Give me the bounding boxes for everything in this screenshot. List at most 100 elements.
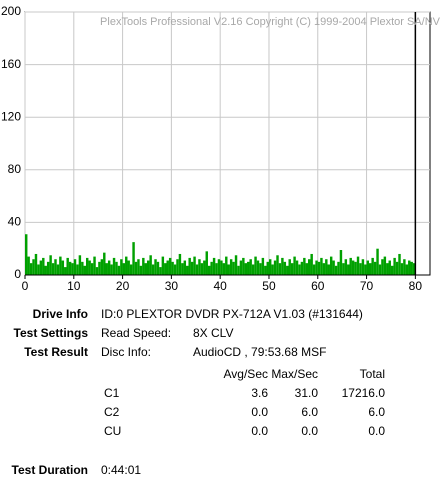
label: Drive Info — [33, 307, 88, 321]
bar — [151, 264, 155, 275]
x-tick-label: 30 — [165, 279, 179, 293]
bar — [295, 260, 299, 275]
bar — [217, 259, 221, 275]
bar — [354, 261, 357, 275]
bar — [317, 261, 321, 275]
bar — [112, 257, 116, 275]
bar — [371, 257, 374, 275]
bar — [234, 255, 238, 275]
y-tick-label: 160 — [1, 57, 21, 71]
bar — [268, 259, 272, 275]
bar — [303, 257, 306, 275]
bar — [146, 260, 150, 275]
bar — [278, 263, 282, 275]
bar — [266, 261, 269, 275]
bar — [122, 263, 126, 275]
bar — [132, 242, 135, 275]
bar — [376, 248, 379, 275]
bar — [34, 253, 38, 275]
bar — [159, 267, 162, 275]
bar — [347, 264, 350, 275]
bar — [273, 260, 277, 275]
cell: 6.0 — [301, 405, 318, 419]
bar — [198, 259, 201, 275]
bar — [261, 257, 265, 275]
bar — [215, 263, 218, 275]
bar — [395, 261, 399, 275]
bar — [298, 264, 301, 275]
bar — [64, 267, 67, 275]
bar — [186, 265, 189, 275]
bar — [337, 261, 340, 275]
cell: 31.0 — [295, 386, 319, 400]
bar — [239, 260, 243, 275]
bar — [356, 256, 360, 275]
bar — [171, 261, 174, 275]
bar — [264, 265, 267, 275]
x-tick-label: 20 — [116, 279, 130, 293]
bar — [105, 263, 108, 275]
bar — [149, 255, 152, 275]
bar — [193, 256, 196, 275]
bar — [398, 253, 401, 275]
bar — [290, 263, 294, 275]
bar — [308, 259, 311, 275]
row-label: CU — [104, 424, 121, 438]
bar — [315, 260, 318, 275]
bar — [220, 260, 223, 275]
bar — [37, 264, 40, 275]
bar — [210, 261, 213, 275]
bar — [164, 263, 167, 275]
bar — [310, 253, 313, 275]
x-tick-label: 60 — [311, 279, 325, 293]
bar — [85, 257, 89, 275]
bar — [286, 265, 289, 275]
x-tick-label: 40 — [214, 279, 228, 293]
row-label: C1 — [104, 386, 120, 400]
bar — [117, 265, 121, 275]
bar — [244, 263, 248, 275]
bar — [327, 264, 330, 275]
label: Test Settings — [14, 326, 89, 340]
bar — [405, 264, 409, 275]
bar — [378, 264, 382, 275]
value: 0:44:01 — [101, 463, 141, 477]
cell: 0.0 — [368, 424, 385, 438]
bar — [242, 257, 245, 275]
bar — [32, 259, 35, 275]
bar — [237, 265, 240, 275]
bar — [190, 261, 194, 275]
cell: 17216.0 — [342, 386, 386, 400]
bar — [359, 263, 362, 275]
bar — [49, 255, 52, 275]
bar — [232, 261, 235, 275]
x-tick-label: 70 — [360, 279, 374, 293]
bar — [410, 261, 413, 275]
cell: 0.0 — [251, 405, 268, 419]
bar — [59, 256, 62, 275]
bar — [364, 264, 367, 275]
bar — [127, 260, 130, 275]
bar — [388, 260, 391, 275]
bar — [390, 265, 394, 275]
key: Disc Info: — [101, 345, 151, 359]
bar — [254, 256, 257, 275]
bar — [283, 261, 287, 275]
bar — [412, 263, 416, 275]
bar — [271, 264, 274, 275]
bar — [115, 261, 118, 275]
bar — [66, 257, 69, 275]
bar — [125, 256, 128, 275]
cell: 3.6 — [251, 386, 268, 400]
bar — [322, 263, 326, 275]
value: AudioCD , 79:53.68 MSF — [193, 345, 326, 359]
column-header: Max/Sec — [271, 367, 318, 381]
bar — [129, 264, 133, 275]
bar — [393, 257, 396, 275]
x-tick-label: 80 — [409, 279, 423, 293]
bar — [207, 265, 211, 275]
bar — [51, 263, 55, 275]
y-tick-label: 80 — [8, 162, 22, 176]
label: Test Result — [24, 345, 88, 359]
bar — [332, 260, 335, 275]
